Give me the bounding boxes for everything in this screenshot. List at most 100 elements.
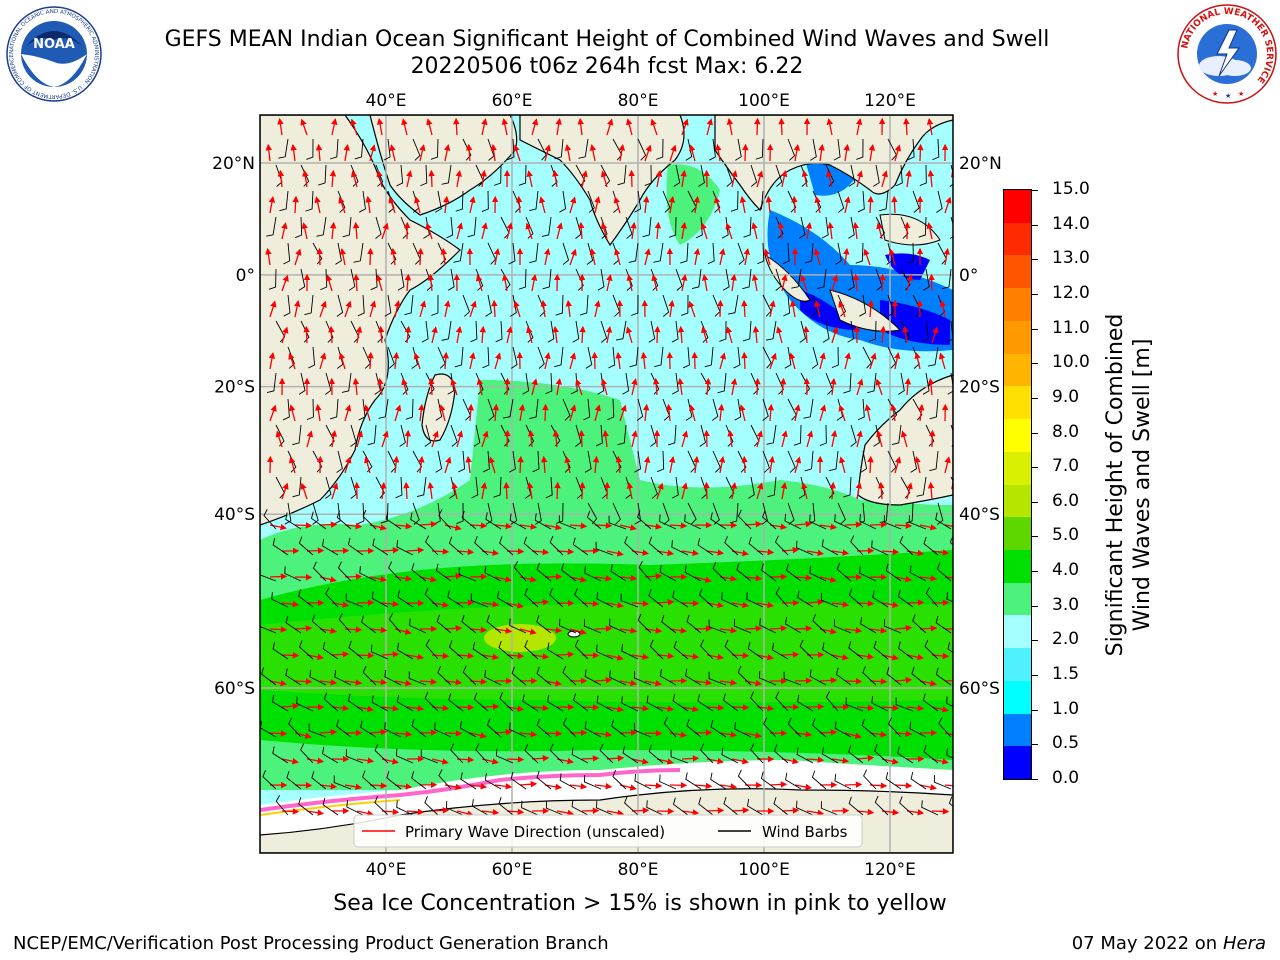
wave-direction-arrow <box>731 601 750 609</box>
wind-barb <box>871 695 889 712</box>
wind-barb <box>673 164 681 187</box>
wave-direction-arrow <box>394 628 412 635</box>
wind-barb <box>819 424 827 447</box>
wind-barb <box>748 476 755 499</box>
wave-direction-arrow <box>294 678 313 685</box>
wind-barb <box>459 721 477 738</box>
wind-barb <box>508 242 516 265</box>
wind-barb <box>737 242 745 265</box>
wind-barb <box>357 502 365 525</box>
wind-barb <box>621 644 639 660</box>
wave-direction-arrow <box>731 704 750 711</box>
wave-direction-arrow <box>806 756 825 764</box>
wave-direction-arrow <box>957 655 973 656</box>
wind-barb <box>649 639 664 660</box>
wind-barb <box>775 587 789 608</box>
colorbar-segment <box>1004 419 1031 453</box>
colorbar-tick <box>1032 571 1038 573</box>
wind-barb <box>609 618 627 634</box>
wave-direction-arrow <box>419 678 438 685</box>
wind-barb <box>462 138 472 161</box>
wave-direction-arrow <box>794 456 802 474</box>
wind-barb <box>298 589 314 608</box>
wind-barb <box>446 216 454 239</box>
wave-direction-arrow <box>754 117 761 136</box>
wind-barb <box>448 536 464 556</box>
wave-direction-arrow <box>506 548 525 555</box>
wave-direction-arrow <box>619 627 638 634</box>
wind-barb <box>644 164 652 186</box>
wind-barb <box>388 612 402 634</box>
wave-direction-arrow <box>344 783 363 791</box>
wind-barb <box>796 800 814 816</box>
lon-tick-top: 100°E <box>738 91 790 111</box>
wind-barb <box>424 587 439 608</box>
wind-barb <box>786 563 802 582</box>
wind-barb <box>912 294 922 317</box>
wave-direction-arrow <box>706 807 725 814</box>
wave-direction-arrow <box>644 523 663 530</box>
wind-barb <box>686 718 702 738</box>
wind-barb <box>348 268 356 291</box>
wave-direction-arrow <box>302 169 309 188</box>
wind-barb <box>278 138 289 159</box>
wave-direction-arrow <box>494 627 513 634</box>
wave-direction-arrow <box>552 325 559 344</box>
wind-barb <box>435 450 443 473</box>
wind-barb <box>685 668 702 686</box>
wind-barb <box>323 692 339 712</box>
wind-barb <box>691 268 702 289</box>
wave-direction-arrow <box>642 403 650 422</box>
wave-direction-arrow <box>669 522 688 529</box>
wind-barb <box>322 797 339 816</box>
wind-barb <box>624 536 639 556</box>
colorbar-tick-label: 13.0 <box>1052 248 1090 269</box>
wind-barb <box>929 450 939 472</box>
wave-direction-arrow <box>794 404 801 422</box>
wave-direction-arrow <box>730 378 738 396</box>
wave-direction-arrow <box>794 625 813 632</box>
wind-barb <box>587 190 595 213</box>
wind-barb <box>272 537 289 556</box>
wave-direction-arrow <box>325 274 333 292</box>
wind-barb <box>292 424 302 446</box>
wave-direction-arrow <box>719 627 738 634</box>
wave-direction-arrow <box>531 378 538 396</box>
wave-direction-arrow <box>831 601 850 608</box>
wave-direction-arrow <box>644 782 663 789</box>
wind-barb <box>529 190 539 212</box>
wave-direction-arrow <box>319 300 327 318</box>
wave-direction-arrow <box>451 482 458 500</box>
wind-barb <box>499 536 514 556</box>
wave-direction-arrow <box>843 247 850 266</box>
wave-direction-arrow <box>331 118 338 136</box>
wave-direction-arrow <box>856 600 875 607</box>
wave-direction-arrow <box>727 429 734 448</box>
wave-direction-arrow <box>594 575 613 582</box>
wind-barb <box>431 294 439 316</box>
wave-direction-arrow <box>838 300 846 318</box>
wave-direction-arrow <box>455 326 463 344</box>
wave-direction-arrow <box>931 808 950 815</box>
wind-barb <box>938 717 952 738</box>
wind-barb <box>470 320 478 343</box>
wind-barb <box>804 242 814 264</box>
colorbar-segment <box>1004 615 1031 649</box>
wave-direction-arrow <box>394 404 402 422</box>
wave-direction-arrow <box>481 222 488 240</box>
wind-barb <box>559 773 577 790</box>
wind-barb <box>456 502 464 524</box>
wave-direction-arrow <box>856 653 875 660</box>
wind-barb <box>924 639 939 660</box>
wind-barb <box>375 216 382 239</box>
wind-barb <box>612 770 627 790</box>
wind-barb <box>586 242 594 265</box>
wave-direction-arrow <box>381 651 400 658</box>
wave-direction-arrow <box>819 404 827 422</box>
wind-barb <box>298 372 306 395</box>
wave-direction-arrow <box>417 247 424 266</box>
wave-direction-arrow <box>556 222 563 240</box>
wave-direction-arrow <box>401 378 408 396</box>
wave-direction-arrow <box>331 704 350 712</box>
wind-barb <box>473 692 489 712</box>
